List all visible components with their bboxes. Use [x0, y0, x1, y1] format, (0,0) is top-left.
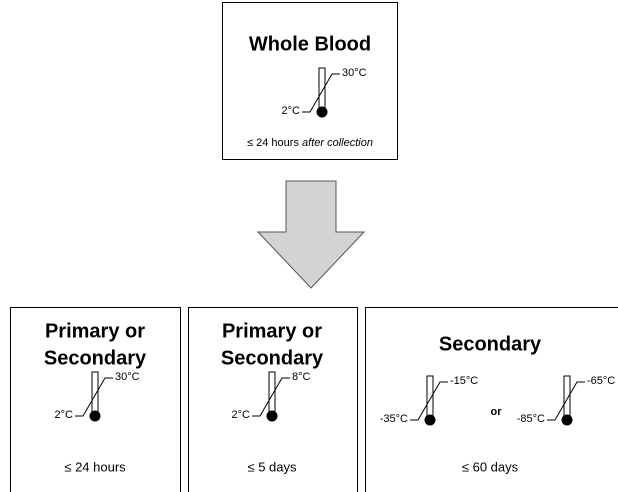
box-title: Secondary [221, 347, 324, 369]
low-temp: -35°C [380, 413, 408, 425]
connector: or [491, 406, 503, 418]
box-title: Primary or [45, 320, 145, 342]
storage-box [365, 307, 618, 492]
duration: ≤ 24 hours [247, 137, 299, 149]
range-line [75, 377, 113, 417]
thermometer-bulb [266, 410, 278, 422]
duration-note: after collection [302, 137, 373, 149]
box-title: Primary or [222, 320, 322, 342]
high-temp: 8°C [292, 371, 311, 383]
low-temp: 2°C [232, 409, 251, 421]
whole-blood-box [222, 2, 398, 160]
box-title: Secondary [439, 333, 542, 355]
high-temp: 30°C [115, 371, 140, 383]
down-arrow [256, 180, 366, 289]
thermometer-bulb [89, 410, 101, 422]
range-line [547, 381, 585, 421]
high-temp: -65°C [587, 375, 615, 387]
thermometer-bulb [424, 414, 436, 426]
high-temp: -15°C [450, 375, 478, 387]
high-temp: 30°C [342, 67, 367, 79]
top-duration: ≤ 24 hours after collection [247, 137, 373, 149]
box-title: Secondary [44, 347, 147, 369]
thermometer-bulb [316, 106, 328, 118]
low-temp: 2°C [282, 105, 301, 117]
range-line [252, 377, 290, 417]
box-duration: ≤ 24 hours [64, 459, 126, 474]
box-duration: ≤ 60 days [462, 459, 519, 474]
top-title: Whole Blood [249, 33, 371, 55]
range-line [302, 73, 340, 113]
thermometer-bulb [561, 414, 573, 426]
low-temp: -85°C [517, 413, 545, 425]
box-duration: ≤ 5 days [247, 459, 297, 474]
low-temp: 2°C [55, 409, 74, 421]
range-line [410, 381, 448, 421]
